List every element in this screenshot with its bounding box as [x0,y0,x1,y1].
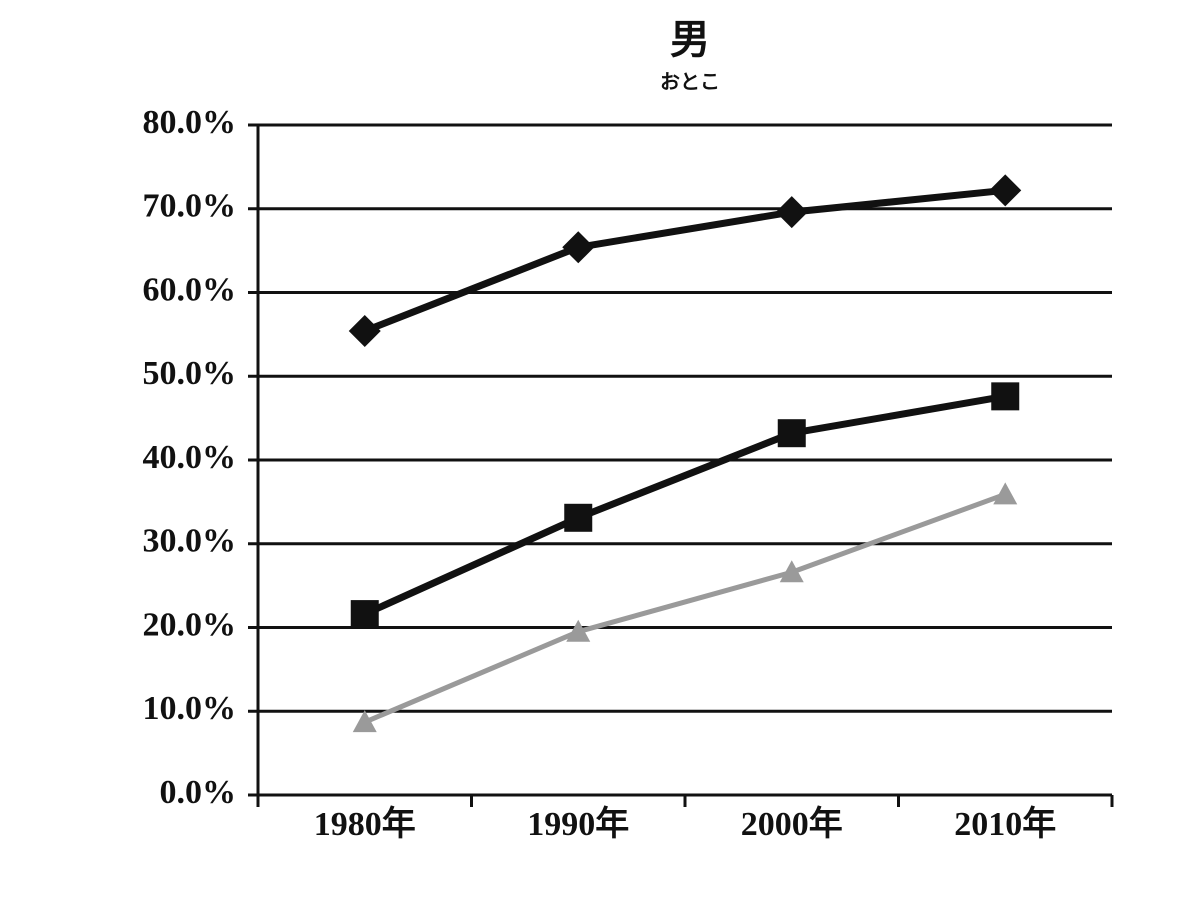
marker-triangle [779,560,804,583]
series-line [363,491,1007,725]
x-tick-label: 2010年 [954,805,1056,843]
y-tick-label: 0.0% [160,774,237,811]
y-tick-label: 60.0% [143,271,237,308]
chart-title: 男 [670,17,710,62]
x-tick-label: 2000年 [741,805,843,843]
y-tick-label: 70.0% [143,188,237,225]
marker-triangle [352,710,377,733]
marker-triangle [566,619,591,642]
y-tick-label: 40.0% [143,439,237,476]
chart-subtitle: おとこ [660,71,720,94]
y-tick-label: 50.0% [143,355,237,392]
marker-square [564,503,593,532]
y-tick-label: 10.0% [143,690,237,727]
y-tick-label: 30.0% [143,523,237,560]
marker-diamond [562,231,595,264]
series-line [363,186,1006,335]
y-tick-label: 20.0% [143,606,237,643]
marker-square [991,382,1020,411]
marker-diamond [775,196,808,229]
y-tick-label: 80.0% [143,104,237,141]
marker-square [777,419,806,448]
marker-triangle [993,482,1018,505]
marker-square [350,600,379,629]
x-tick-label: 1990年 [527,805,629,843]
x-tick-label: 1980年 [314,805,416,843]
series-line [363,392,1006,618]
marker-diamond [348,315,381,348]
marker-diamond [989,174,1022,207]
